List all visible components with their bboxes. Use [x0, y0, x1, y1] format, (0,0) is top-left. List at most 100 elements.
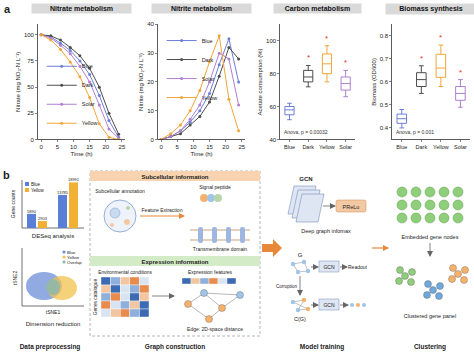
svg-text:5890: 5890: [27, 209, 37, 214]
svg-text:5: 5: [56, 144, 60, 150]
svg-text:80: 80: [269, 71, 276, 77]
svg-text:Biomass synthesis: Biomass synthesis: [399, 5, 463, 13]
svg-text:Edge: 2D-space distance: Edge: 2D-space distance: [187, 326, 243, 332]
svg-text:Solar: Solar: [454, 144, 467, 150]
svg-text:20: 20: [222, 144, 229, 150]
svg-text:Carbon metabolism: Carbon metabolism: [285, 5, 350, 12]
svg-text:*: *: [459, 68, 462, 77]
svg-text:Nitrite (mg NO₂-N L⁻¹): Nitrite (mg NO₂-N L⁻¹): [138, 53, 144, 111]
svg-text:0: 0: [150, 137, 154, 143]
svg-text:Embedded gene nodes: Embedded gene nodes: [402, 234, 459, 240]
svg-text:a: a: [4, 3, 11, 15]
svg-text:50: 50: [27, 84, 34, 90]
svg-text:C(G): C(G): [294, 316, 306, 322]
svg-text:0: 0: [159, 144, 163, 150]
svg-text:Blue: Blue: [31, 182, 41, 187]
svg-text:Nitrate (mg NO₃-N L⁻¹): Nitrate (mg NO₃-N L⁻¹): [15, 52, 21, 112]
svg-text:Anova, p = 0.001: Anova, p = 0.001: [396, 129, 434, 135]
svg-text:0.6: 0.6: [380, 79, 389, 85]
svg-text:Overlap: Overlap: [67, 260, 82, 265]
svg-text:Acetate consumption (%): Acetate consumption (%): [257, 48, 263, 115]
svg-text:Dark: Dark: [302, 144, 314, 150]
svg-text:18991: 18991: [68, 177, 80, 182]
svg-text:Readout: Readout: [348, 264, 368, 270]
svg-text:Blue: Blue: [396, 144, 407, 150]
svg-text:Dark: Dark: [82, 82, 94, 88]
svg-text:GCN: GCN: [299, 176, 312, 182]
svg-text:Blue: Blue: [82, 63, 93, 69]
svg-text:Yellow: Yellow: [202, 95, 218, 101]
svg-text:Solar: Solar: [202, 76, 215, 82]
svg-text:13785: 13785: [57, 190, 69, 195]
svg-text:0: 0: [31, 137, 35, 143]
svg-text:Graph construction: Graph construction: [145, 343, 205, 351]
svg-text:Corruption: Corruption: [276, 284, 298, 289]
svg-text:75: 75: [27, 58, 34, 64]
svg-text:10: 10: [147, 108, 154, 114]
svg-text:10: 10: [70, 144, 77, 150]
svg-text:Yellow: Yellow: [433, 144, 449, 150]
svg-text:Biomass (OD600): Biomass (OD600): [371, 58, 377, 106]
svg-text:15: 15: [86, 144, 93, 150]
svg-text:0.8: 0.8: [380, 33, 389, 39]
svg-text:PReLu: PReLu: [343, 204, 360, 210]
svg-text:30: 30: [147, 50, 154, 56]
svg-text:tSNE2: tSNE2: [12, 271, 18, 286]
svg-text:Model training: Model training: [300, 343, 344, 351]
svg-text:*: *: [420, 54, 423, 63]
svg-text:Dark: Dark: [416, 144, 428, 150]
svg-text:25: 25: [119, 144, 126, 150]
svg-text:Yellow: Yellow: [82, 120, 98, 126]
svg-text:100: 100: [266, 38, 277, 44]
svg-text:20: 20: [147, 79, 154, 85]
svg-text:DESeq analysis: DESeq analysis: [32, 233, 74, 239]
svg-text:10: 10: [190, 144, 197, 150]
svg-text:b: b: [3, 169, 10, 181]
svg-text:Time (h): Time (h): [70, 151, 92, 157]
svg-text:GCN: GCN: [323, 302, 335, 308]
svg-text:0.4: 0.4: [380, 125, 389, 131]
svg-text:Subcellular annotation: Subcellular annotation: [95, 188, 145, 194]
svg-text:Environmental conditions: Environmental conditions: [98, 270, 152, 275]
svg-text:Signal peptide: Signal peptide: [199, 184, 231, 190]
svg-text:20: 20: [102, 144, 109, 150]
svg-text:Deep graph infomax: Deep graph infomax: [301, 228, 351, 234]
svg-text:100: 100: [24, 32, 35, 38]
svg-text:Data preprocessing: Data preprocessing: [20, 343, 81, 351]
svg-text:0.7: 0.7: [380, 56, 389, 62]
svg-text:*: *: [307, 53, 310, 62]
svg-text:Solar: Solar: [339, 144, 352, 150]
svg-text:25: 25: [27, 110, 34, 116]
svg-text:0.5: 0.5: [380, 102, 389, 108]
svg-text:Subcellular information: Subcellular information: [141, 174, 208, 180]
svg-text:5: 5: [176, 144, 180, 150]
svg-text:Genes catalogue: Genes catalogue: [93, 279, 98, 316]
svg-text:*: *: [344, 58, 347, 67]
svg-text:Yellow: Yellow: [319, 144, 335, 150]
svg-text:Gene counts: Gene counts: [10, 189, 16, 218]
svg-text:Dark: Dark: [202, 57, 214, 63]
svg-text:40: 40: [147, 21, 154, 27]
svg-text:*: *: [439, 33, 442, 42]
svg-text:Blue: Blue: [202, 38, 213, 44]
svg-text:0: 0: [39, 144, 43, 150]
svg-text:Nitrate metabolism: Nitrate metabolism: [50, 5, 113, 12]
svg-text:Expression information: Expression information: [141, 259, 208, 265]
svg-text:tSNE1: tSNE1: [46, 309, 61, 315]
svg-text:Nitrite metabolism: Nitrite metabolism: [171, 5, 232, 12]
svg-text:Yellow: Yellow: [31, 188, 45, 193]
svg-text:Transmembrane domain: Transmembrane domain: [193, 246, 248, 252]
svg-text:40: 40: [269, 137, 276, 143]
svg-text:*: *: [325, 34, 328, 43]
svg-text:G: G: [298, 252, 303, 258]
svg-text:Time (h): Time (h): [190, 151, 212, 157]
svg-text:15: 15: [206, 144, 213, 150]
svg-text:Solar: Solar: [82, 101, 95, 107]
svg-text:60: 60: [269, 104, 276, 110]
svg-text:Clustered gene panel: Clustered gene panel: [404, 313, 456, 319]
svg-text:Dimension reduction: Dimension reduction: [26, 321, 81, 327]
svg-text:Anova, p = 0.00032: Anova, p = 0.00032: [284, 129, 328, 135]
svg-text:GCN: GCN: [323, 264, 335, 270]
svg-text:Blue: Blue: [284, 144, 295, 150]
svg-text:Feature Extraction: Feature Extraction: [142, 207, 183, 213]
